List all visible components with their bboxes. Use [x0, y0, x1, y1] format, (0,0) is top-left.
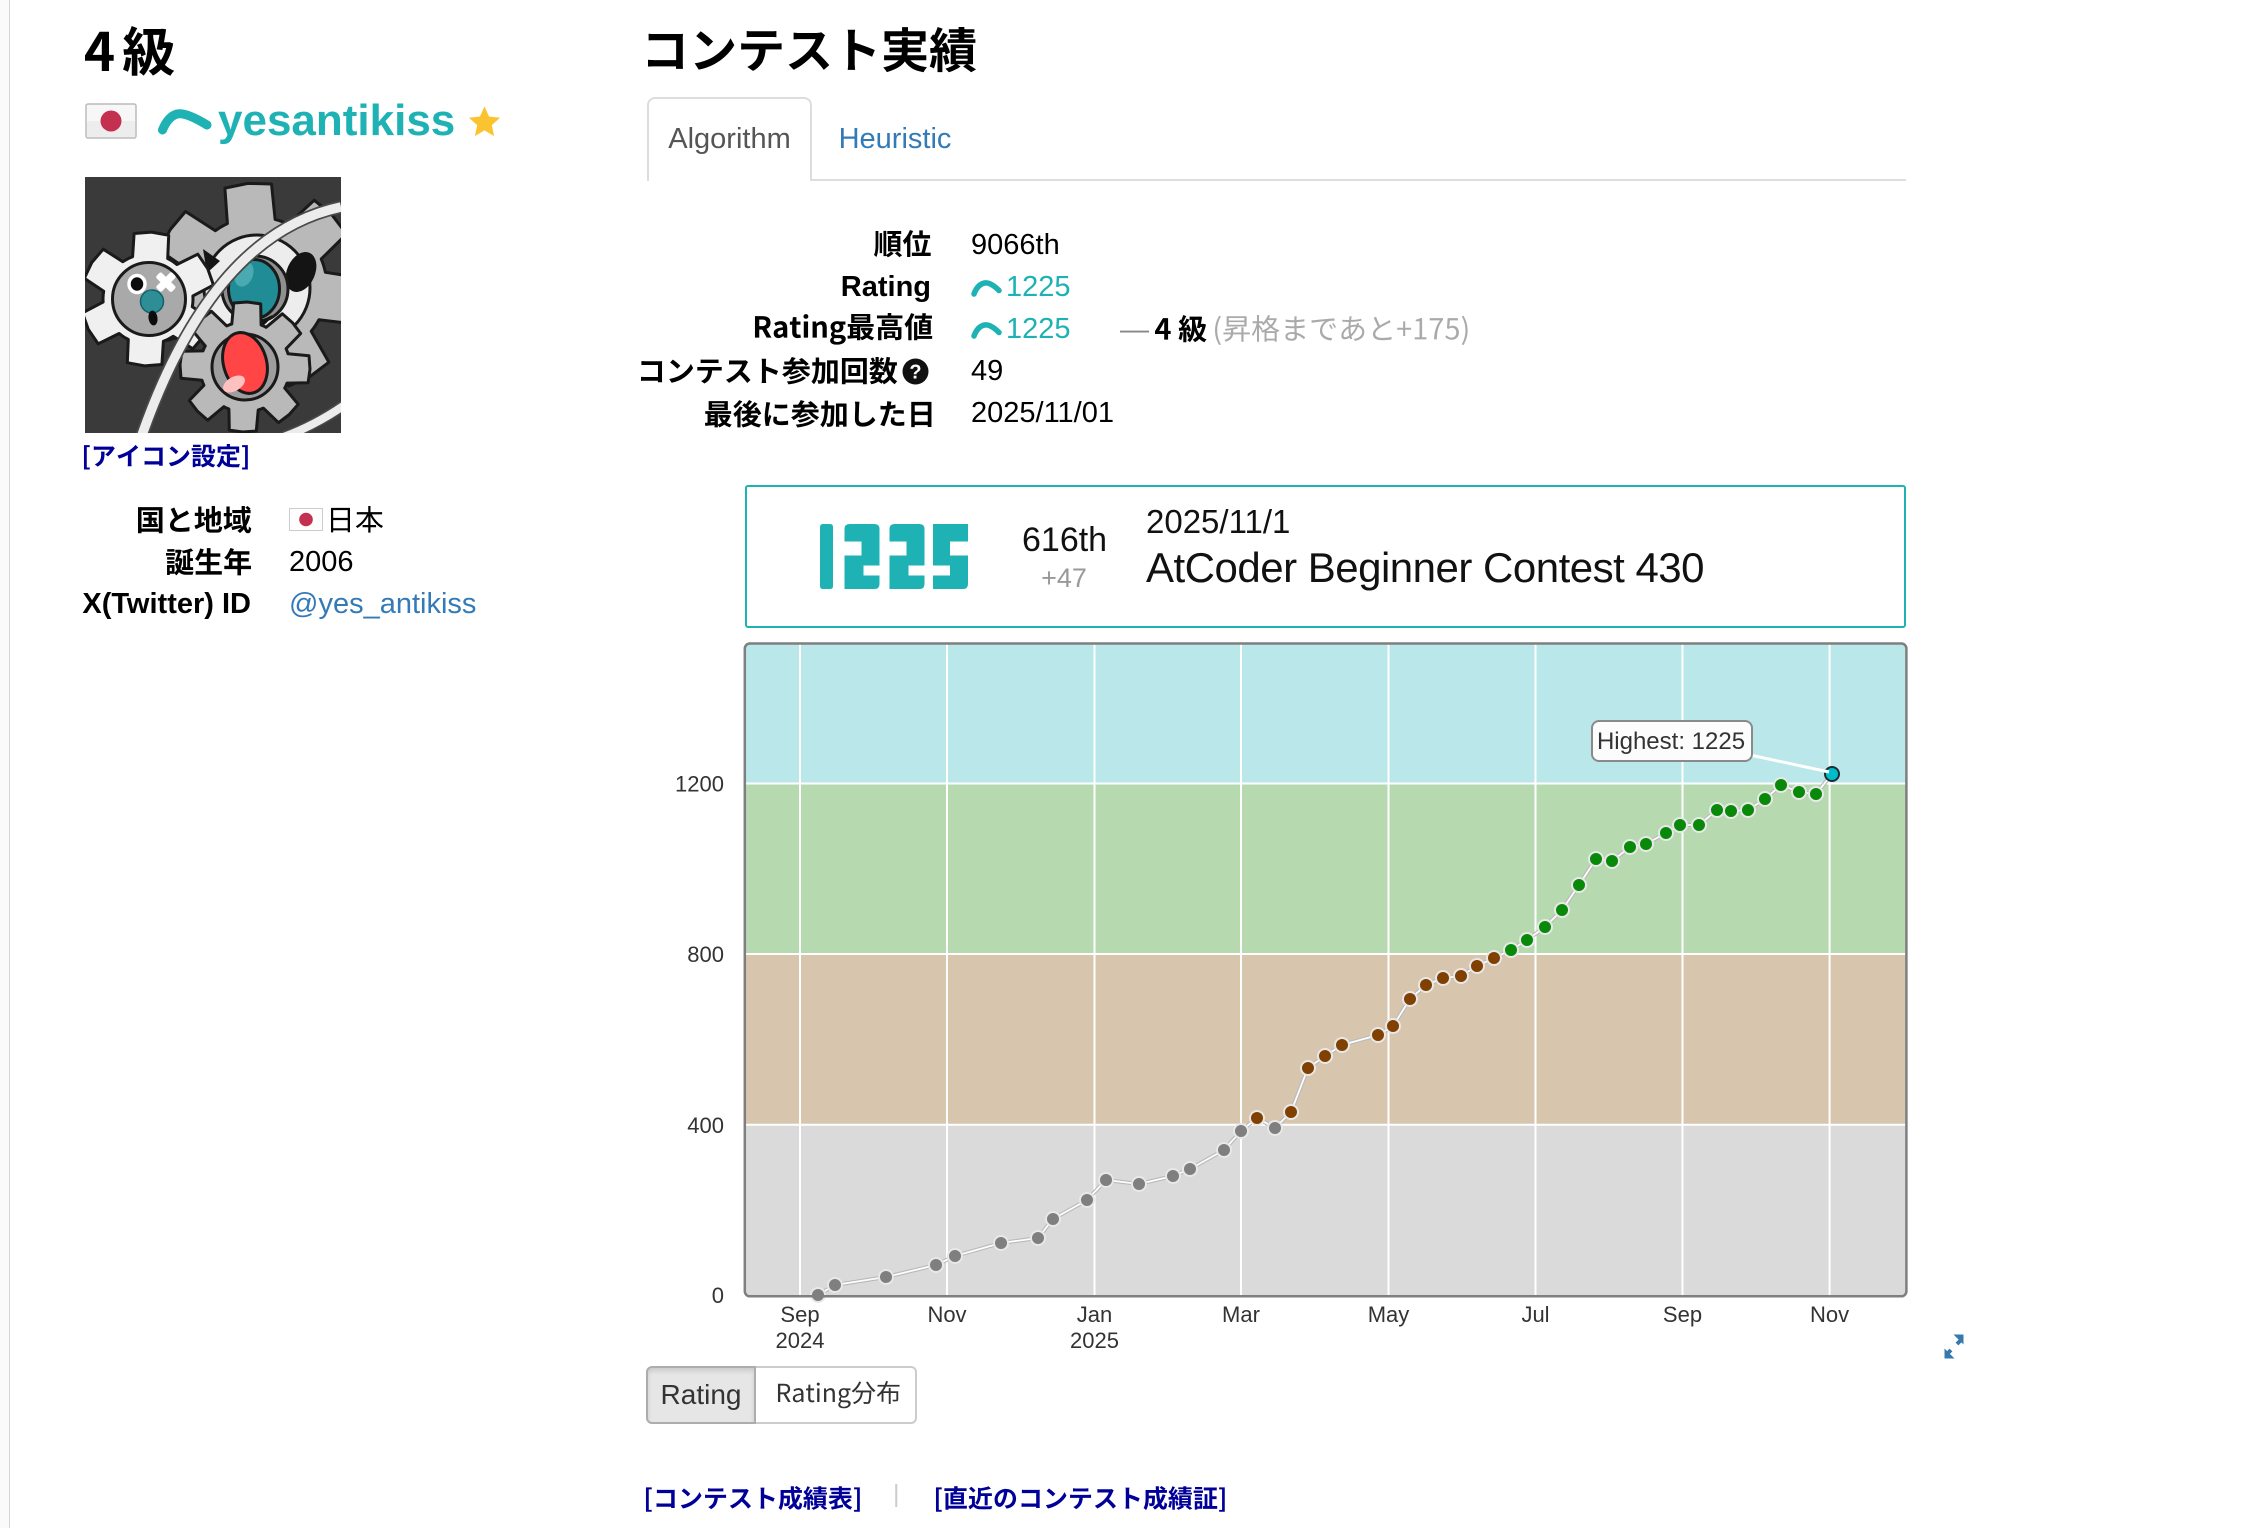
svg-text:May: May: [1368, 1302, 1410, 1327]
svg-text:400: 400: [687, 1113, 724, 1138]
svg-text:2024: 2024: [776, 1328, 825, 1353]
svg-text:Sep: Sep: [1663, 1302, 1702, 1327]
svg-text:Highest: 1225: Highest: 1225: [1597, 728, 1745, 755]
svg-text:800: 800: [687, 942, 724, 967]
svg-text:0: 0: [712, 1283, 724, 1308]
svg-text:?: ?: [909, 362, 921, 384]
svg-text:Nov: Nov: [1810, 1302, 1849, 1327]
svg-text:2025: 2025: [1070, 1328, 1119, 1353]
svg-text:Sep: Sep: [780, 1302, 819, 1327]
svg-text:Mar: Mar: [1222, 1302, 1260, 1327]
svg-text:1200: 1200: [675, 772, 724, 797]
svg-text:Nov: Nov: [927, 1302, 966, 1327]
svg-text:Jul: Jul: [1521, 1302, 1549, 1327]
svg-text:Jan: Jan: [1077, 1302, 1112, 1327]
